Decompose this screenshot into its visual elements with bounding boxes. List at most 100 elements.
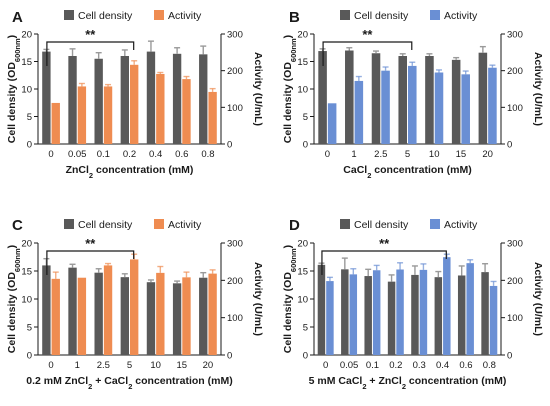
bar-cell-density xyxy=(199,54,208,144)
chart-panel-b: B Cell density Activity051015200100200300C… xyxy=(282,9,544,180)
x-axis-label: ZnCl2 concentration (mM) xyxy=(66,164,194,180)
bar-activity xyxy=(434,72,444,144)
bar-cell-density xyxy=(364,276,372,355)
x-tick-label: 15 xyxy=(176,360,187,371)
bar-cell-density xyxy=(172,53,182,144)
bar-activity xyxy=(419,269,428,355)
bar-cell-density xyxy=(371,53,381,144)
y-axis-label-left: Cell density (OD600nm) xyxy=(282,245,298,353)
bar-cell-density xyxy=(120,56,129,144)
y-tick-label-left: 15 xyxy=(21,267,32,278)
legend-label-cell-density: Cell density xyxy=(354,10,409,22)
bar-activity xyxy=(182,79,191,144)
significance-bracket xyxy=(46,41,135,66)
bar-activity xyxy=(77,277,87,355)
x-tick-label: 20 xyxy=(203,360,214,371)
bar-cell-density xyxy=(434,277,443,355)
bar-activity xyxy=(208,273,217,355)
x-tick-label: 0.4 xyxy=(149,149,162,160)
bar-cell-density xyxy=(68,267,77,355)
y-tick-label-left: 15 xyxy=(297,57,308,68)
y-tick-label-right: 200 xyxy=(507,276,523,287)
y-tick-label-left: 10 xyxy=(21,295,32,306)
x-tick-label: 2.5 xyxy=(374,149,387,160)
y-tick-label-left: 20 xyxy=(21,239,32,250)
x-tick-label: 0 xyxy=(48,149,53,160)
legend-swatch-cell-density xyxy=(340,219,350,229)
y-axis-label-left: Cell density (OD600nm) xyxy=(282,35,298,143)
significance-label: ** xyxy=(379,236,390,251)
bar-activity xyxy=(354,80,364,144)
bar-activity xyxy=(156,272,165,355)
bar-cell-density xyxy=(451,59,461,144)
x-tick-label: 2.5 xyxy=(97,360,110,371)
y-tick-label-left: 15 xyxy=(21,57,32,68)
y-tick-label-left: 5 xyxy=(303,112,308,123)
y-tick-label-right: 100 xyxy=(507,103,523,114)
bar-activity xyxy=(103,265,113,355)
y-tick-label-left: 10 xyxy=(297,295,308,306)
x-tick-label: 0.1 xyxy=(366,360,379,371)
chart-panel-c: C Cell density Activity051015200100200300C… xyxy=(6,217,264,391)
y-tick-label-right: 200 xyxy=(227,66,243,77)
panel-letter: C xyxy=(12,217,23,234)
legend-label-cell-density: Cell density xyxy=(354,219,409,231)
bar-cell-density xyxy=(398,56,407,144)
bar-activity xyxy=(130,259,139,355)
x-tick-label: 0.2 xyxy=(123,149,136,160)
y-tick-label-left: 20 xyxy=(21,30,32,41)
x-tick-label: 0 xyxy=(48,360,53,371)
y-tick-label-right: 0 xyxy=(227,140,232,151)
y-tick-label-right: 0 xyxy=(227,351,232,362)
bar-cell-density xyxy=(411,274,419,355)
bar-cell-density xyxy=(478,52,488,145)
bar-cell-density xyxy=(94,58,103,144)
bar-activity xyxy=(349,274,358,355)
y-axis-label-right: Activity (U/mL) xyxy=(532,52,544,126)
x-tick-label: 20 xyxy=(482,149,493,160)
legend-swatch-activity xyxy=(430,10,440,20)
y-axis-label-right: Activity (U/mL) xyxy=(252,52,264,126)
x-axis-label: 5 mM CaCl2 + ZnCl2 concentration (mM) xyxy=(309,375,507,391)
y-tick-label-right: 300 xyxy=(227,239,243,250)
bar-activity xyxy=(372,270,381,355)
significance-label: ** xyxy=(362,27,373,42)
y-axis-label-right: Activity (U/mL) xyxy=(532,262,544,336)
y-tick-label-right: 300 xyxy=(507,239,523,250)
bar-activity xyxy=(51,102,60,144)
y-axis-label-left: Cell density (OD600nm) xyxy=(6,35,22,143)
x-tick-label: 0.6 xyxy=(459,360,472,371)
x-tick-label: 10 xyxy=(429,149,440,160)
bar-activity xyxy=(381,70,390,144)
x-tick-label: 0.6 xyxy=(175,149,188,160)
y-tick-label-left: 0 xyxy=(27,351,32,362)
x-tick-label: 0.1 xyxy=(97,149,110,160)
bar-cell-density xyxy=(42,265,51,355)
bar-activity xyxy=(208,91,217,144)
significance-bracket xyxy=(322,41,413,66)
bar-cell-density xyxy=(146,51,156,144)
x-tick-label: 0.3 xyxy=(413,360,426,371)
x-tick-label: 15 xyxy=(456,149,467,160)
significance-label: ** xyxy=(85,27,96,42)
bar-activity xyxy=(489,285,498,355)
y-tick-label-left: 0 xyxy=(27,140,32,151)
bar-activity xyxy=(326,281,334,355)
y-tick-label-right: 200 xyxy=(507,66,523,77)
bar-activity xyxy=(327,103,337,144)
x-axis-label: CaCl2 concentration (mM) xyxy=(343,164,471,180)
y-tick-label-left: 0 xyxy=(303,351,308,362)
y-tick-label-left: 10 xyxy=(21,85,32,96)
bar-activity xyxy=(488,67,497,144)
legend-swatch-cell-density xyxy=(64,10,74,20)
y-tick-label-right: 100 xyxy=(507,313,523,324)
bar-activity xyxy=(51,278,60,355)
y-tick-label-left: 20 xyxy=(297,30,308,41)
bar-activity xyxy=(156,73,165,144)
bar-activity xyxy=(396,269,404,355)
chart-panel-d: D Cell density Activity051015200100200300C… xyxy=(282,217,544,391)
bar-cell-density xyxy=(317,264,326,355)
y-tick-label-right: 100 xyxy=(227,313,243,324)
bar-cell-density xyxy=(172,283,182,355)
